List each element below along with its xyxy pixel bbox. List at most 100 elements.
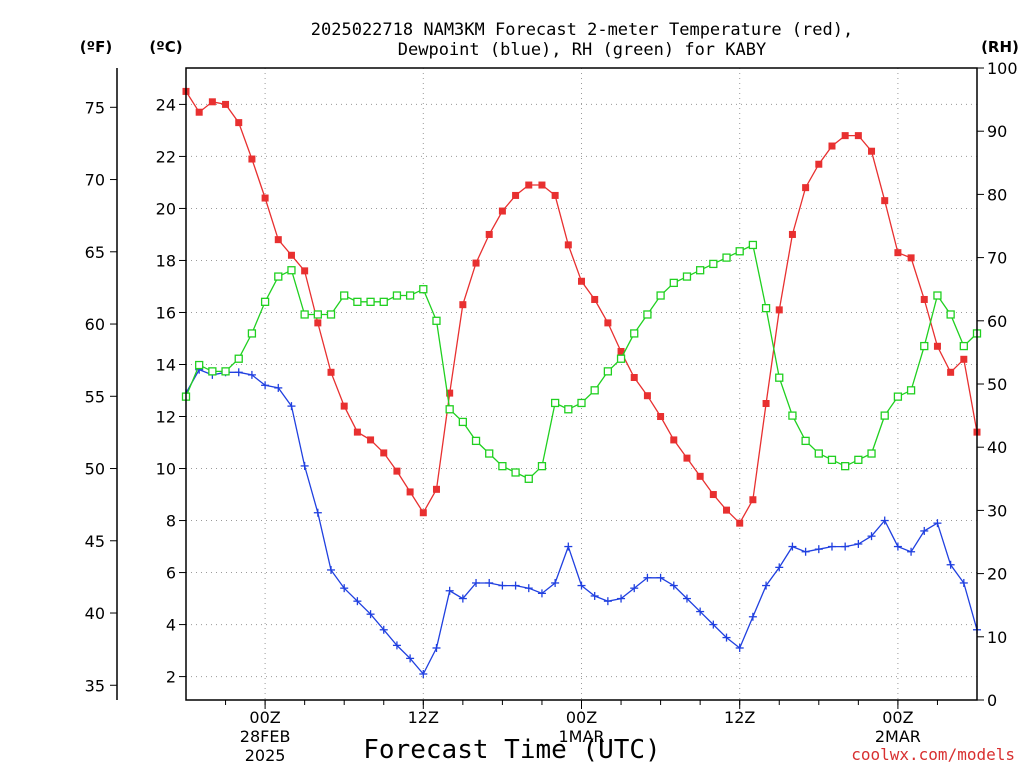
x-tick-label: 00Z xyxy=(249,708,280,727)
dewpoint-point xyxy=(537,589,546,598)
x-tick-label: 12Z xyxy=(408,708,439,727)
rh-point xyxy=(405,291,415,300)
rh-tick-label: 100 xyxy=(987,59,1018,78)
rh-tick-label: 50 xyxy=(987,375,1007,394)
x-tick-sublabel: 2025 xyxy=(245,746,286,765)
rh-point xyxy=(300,310,309,319)
rh-tick-label: 0 xyxy=(987,691,997,710)
dewpoint-point xyxy=(630,584,639,593)
rh-point xyxy=(603,367,613,376)
fahrenheit-axis: 35 40 45 50 55 60 65 70 75 xyxy=(85,68,118,700)
rh-point xyxy=(208,367,217,376)
dewpoint-point xyxy=(327,565,336,574)
temperature-point xyxy=(208,98,216,106)
dewpoint-point xyxy=(577,581,586,590)
temperature-point xyxy=(696,472,704,480)
temperature-point xyxy=(907,254,915,262)
temperature-point xyxy=(353,428,361,436)
temperature-point xyxy=(551,191,559,199)
dewpoint-point xyxy=(907,547,916,556)
temperature-point xyxy=(314,319,322,327)
rh-tick-label: 90 xyxy=(987,122,1007,141)
rh-point xyxy=(537,462,547,471)
dewpoint-point xyxy=(313,508,322,517)
rh-point xyxy=(893,392,903,401)
fahrenheit-tick-label: 55 xyxy=(85,387,105,406)
celsius-tick-label: 20 xyxy=(156,199,176,218)
rh-point xyxy=(313,310,322,319)
dewpoint-point xyxy=(827,542,836,551)
dewpoint-point xyxy=(261,381,270,390)
temperature-point xyxy=(630,373,638,381)
rh-point xyxy=(221,367,230,376)
fahrenheit-tick-label: 50 xyxy=(85,460,105,479)
temperature-point xyxy=(960,355,968,363)
temperature-point xyxy=(195,108,203,116)
temperature-point xyxy=(815,160,823,168)
celsius-tick-label: 4 xyxy=(166,616,176,635)
dewpoint-point xyxy=(340,584,349,593)
rh-point xyxy=(234,354,243,363)
temperature-point xyxy=(709,491,717,499)
rh-tick-label: 70 xyxy=(987,249,1007,268)
rh-point xyxy=(722,253,731,262)
dewpoint-point xyxy=(432,643,441,652)
rh-point xyxy=(524,474,533,483)
dewpoint-point xyxy=(379,625,388,634)
x-tick-sublabel: 2MAR xyxy=(875,727,921,746)
celsius-tick-label: 24 xyxy=(156,95,176,114)
celsius-tick-label: 8 xyxy=(166,512,176,531)
dewpoint-point xyxy=(801,547,810,556)
rh-point xyxy=(643,310,652,319)
series-dewpoint xyxy=(182,365,981,678)
rh-tick-label: 10 xyxy=(987,628,1007,647)
temperature-point xyxy=(512,191,520,199)
rh-point xyxy=(748,240,758,250)
temperature-point xyxy=(485,230,493,238)
temperature-point xyxy=(406,488,414,496)
temperature-point xyxy=(525,181,533,189)
dewpoint-point xyxy=(788,542,797,551)
temperature-point xyxy=(393,467,401,475)
fahrenheit-tick-label: 35 xyxy=(85,676,105,695)
dewpoint-point xyxy=(511,581,520,590)
x-tick-sublabel: 1MAR xyxy=(558,727,604,746)
dewpoint-point xyxy=(419,669,428,678)
rh-unit-label: (RH) xyxy=(981,38,1019,56)
dewpoint-point xyxy=(274,383,283,392)
series-rh xyxy=(181,240,982,483)
temperature-point xyxy=(736,519,744,527)
rh-point xyxy=(274,272,283,281)
rh-point xyxy=(432,316,441,325)
temperature-point xyxy=(578,277,585,285)
credit-text: coolwx.com/models xyxy=(851,745,1015,764)
rh-point xyxy=(854,455,863,464)
rh-tick-label: 30 xyxy=(987,501,1007,520)
rh-point xyxy=(366,297,375,306)
x-tick-sublabel: 28FEB xyxy=(240,727,291,746)
temperature-point xyxy=(841,132,849,140)
rh-tick-label: 40 xyxy=(987,438,1007,457)
dewpoint-point xyxy=(814,545,823,554)
rh-point xyxy=(841,462,850,471)
temperature-point xyxy=(802,184,810,192)
celsius-tick-label: 12 xyxy=(156,408,176,427)
chart-title-line2: Dewpoint (blue), RH (green) for KABY xyxy=(398,40,766,60)
temperature-point xyxy=(432,485,440,493)
dewpoint-point xyxy=(617,594,626,603)
dewpoint-point xyxy=(498,581,507,590)
temperature-point xyxy=(657,413,665,421)
dewpoint-point xyxy=(735,643,744,652)
temperature-point xyxy=(340,402,348,410)
rh-point xyxy=(788,411,797,420)
celsius-tick-label: 14 xyxy=(156,355,176,374)
dewpoint-point xyxy=(841,542,850,551)
temperature-point xyxy=(762,400,770,408)
dewpoint-point xyxy=(682,594,691,603)
rh-point xyxy=(326,310,336,319)
temperature-point xyxy=(894,249,902,257)
rh-point xyxy=(656,291,665,300)
dewpoint-point xyxy=(300,461,309,470)
dewpoint-point xyxy=(933,519,942,528)
